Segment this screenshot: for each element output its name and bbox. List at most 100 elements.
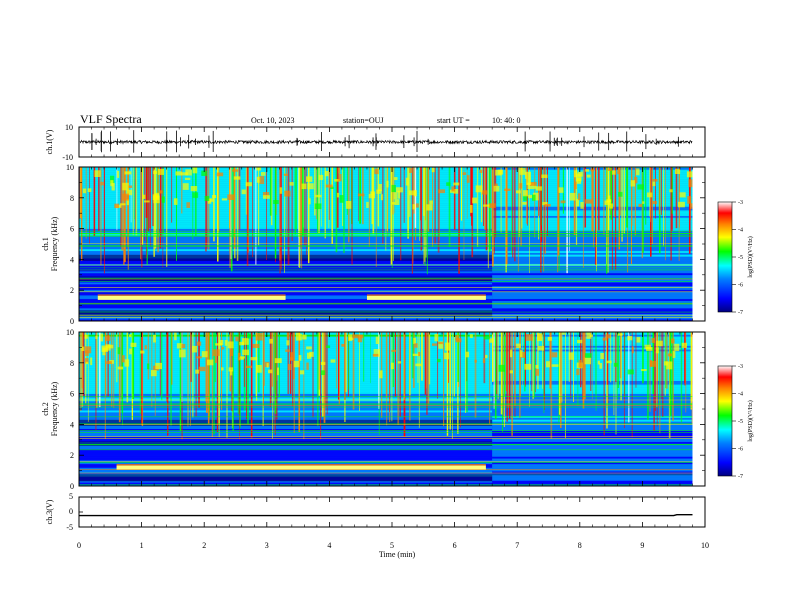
spectral-patch: [393, 192, 398, 200]
spectrogram-band: [79, 265, 493, 268]
spectral-patch: [444, 352, 450, 360]
spectral-patch: [309, 351, 314, 357]
spectral-patch: [391, 202, 396, 205]
spectrogram-band: [492, 458, 693, 461]
spectrogram-band: [79, 306, 493, 309]
spectral-patch: [607, 168, 612, 171]
spectral-patch: [655, 347, 659, 354]
spectral-patch: [437, 358, 441, 363]
spectrogram-band: [492, 456, 693, 459]
x-tick-label: 9: [640, 541, 644, 550]
y-tick-label: 10: [66, 328, 74, 337]
spectral-patch: [357, 334, 363, 343]
ch2-spectrogram-panel: 0 2 4 6 8 10 ch.2 Frequency (kHz): [41, 328, 706, 491]
spectrogram-band: [79, 386, 493, 389]
spectral-patch: [630, 180, 635, 187]
spectrogram-band: [492, 430, 693, 433]
spectral-patch: [634, 176, 638, 184]
spectrogram-band: [79, 434, 493, 437]
spectral-patch: [522, 190, 529, 197]
spectral-patch: [320, 370, 326, 376]
spectral-patch: [221, 347, 225, 350]
spectral-patch: [374, 168, 379, 175]
spectral-patch: [157, 169, 165, 175]
spectral-patch: [562, 332, 565, 335]
spectrogram-band: [79, 473, 493, 476]
ch1-spectrogram-axis: 0 2 4 6 8 10: [66, 163, 706, 326]
spectral-patch: [577, 339, 583, 344]
colorbar-tick-label: -6: [738, 283, 743, 289]
spectrogram-band: [492, 265, 693, 268]
spectral-patch: [574, 170, 578, 178]
spectral-patch: [286, 340, 290, 346]
spectrogram-band: [79, 356, 493, 359]
spectrogram-band: [492, 461, 693, 465]
spectral-patch: [308, 198, 311, 205]
spectral-patch: [339, 195, 344, 203]
spectral-patch: [504, 188, 511, 191]
spectral-patch: [446, 182, 451, 186]
spectral-patch: [245, 182, 252, 187]
spectrogram-band: [492, 250, 693, 253]
y-tick-label: 0: [70, 482, 74, 491]
spectral-patch: [627, 335, 633, 341]
spectrogram-band: [79, 210, 493, 213]
spectrogram-band: [79, 202, 493, 205]
y-tick-label: 2: [70, 451, 74, 460]
x-tick-label: 6: [453, 541, 457, 550]
spectral-patch: [589, 334, 593, 337]
spectrogram-band: [79, 432, 493, 435]
spectral-patch: [426, 204, 433, 211]
spectral-patch: [674, 343, 680, 352]
y-tick-label: 2: [70, 286, 74, 295]
spectral-patch: [597, 360, 600, 365]
spectral-patch: [524, 363, 532, 370]
spectral-patch: [259, 176, 265, 185]
spectral-patch: [284, 190, 291, 197]
spectral-patch: [585, 353, 592, 358]
spectrogram-band: [79, 352, 493, 356]
spectrogram-band: [492, 417, 693, 420]
spectral-patch: [232, 169, 239, 172]
spectral-patch: [289, 182, 294, 186]
spectral-patch: [652, 178, 658, 182]
spectrogram-band: [79, 364, 493, 367]
spectral-patch: [485, 354, 488, 359]
spectral-patch: [453, 182, 460, 186]
spectral-patch: [299, 370, 305, 375]
spectrogram-band: [79, 175, 493, 178]
spectral-patch: [227, 194, 234, 200]
spectrogram-band: [79, 197, 493, 200]
spectral-patch: [546, 361, 550, 368]
spectral-patch: [649, 360, 657, 367]
spectral-patch: [260, 172, 266, 176]
spectrogram-band: [79, 221, 493, 224]
spectrogram-band: [79, 380, 493, 383]
spectrogram-band: [492, 248, 693, 252]
spectral-patch: [366, 201, 369, 208]
tone-band: [97, 295, 286, 300]
spectral-patch: [256, 167, 262, 171]
spectrogram-band: [79, 282, 493, 285]
spectral-patch: [641, 369, 647, 372]
spectrogram-band: [492, 317, 693, 320]
spectral-patch: [395, 187, 403, 193]
ch1-colorbar-ticks: -3 -4 -5 -6 -7: [732, 200, 743, 316]
spectral-patch: [290, 357, 294, 361]
spectrogram-band: [79, 291, 493, 294]
spectral-patch: [576, 368, 580, 376]
spectral-patch: [576, 177, 582, 184]
spectral-patch: [431, 343, 437, 346]
spectral-patch: [110, 175, 115, 184]
spectral-patch: [85, 361, 89, 365]
spectral-patch: [569, 192, 576, 201]
spectral-patch: [674, 168, 681, 174]
spectral-patch: [240, 356, 245, 359]
spectrogram-band: [79, 211, 493, 215]
spectral-patch: [438, 341, 443, 345]
spectral-patch: [87, 188, 92, 193]
spectrogram-band: [79, 319, 493, 321]
x-tick-label: 10: [701, 541, 709, 550]
ch1-waveform-trace: [79, 130, 693, 153]
spectrogram-band: [79, 397, 493, 400]
